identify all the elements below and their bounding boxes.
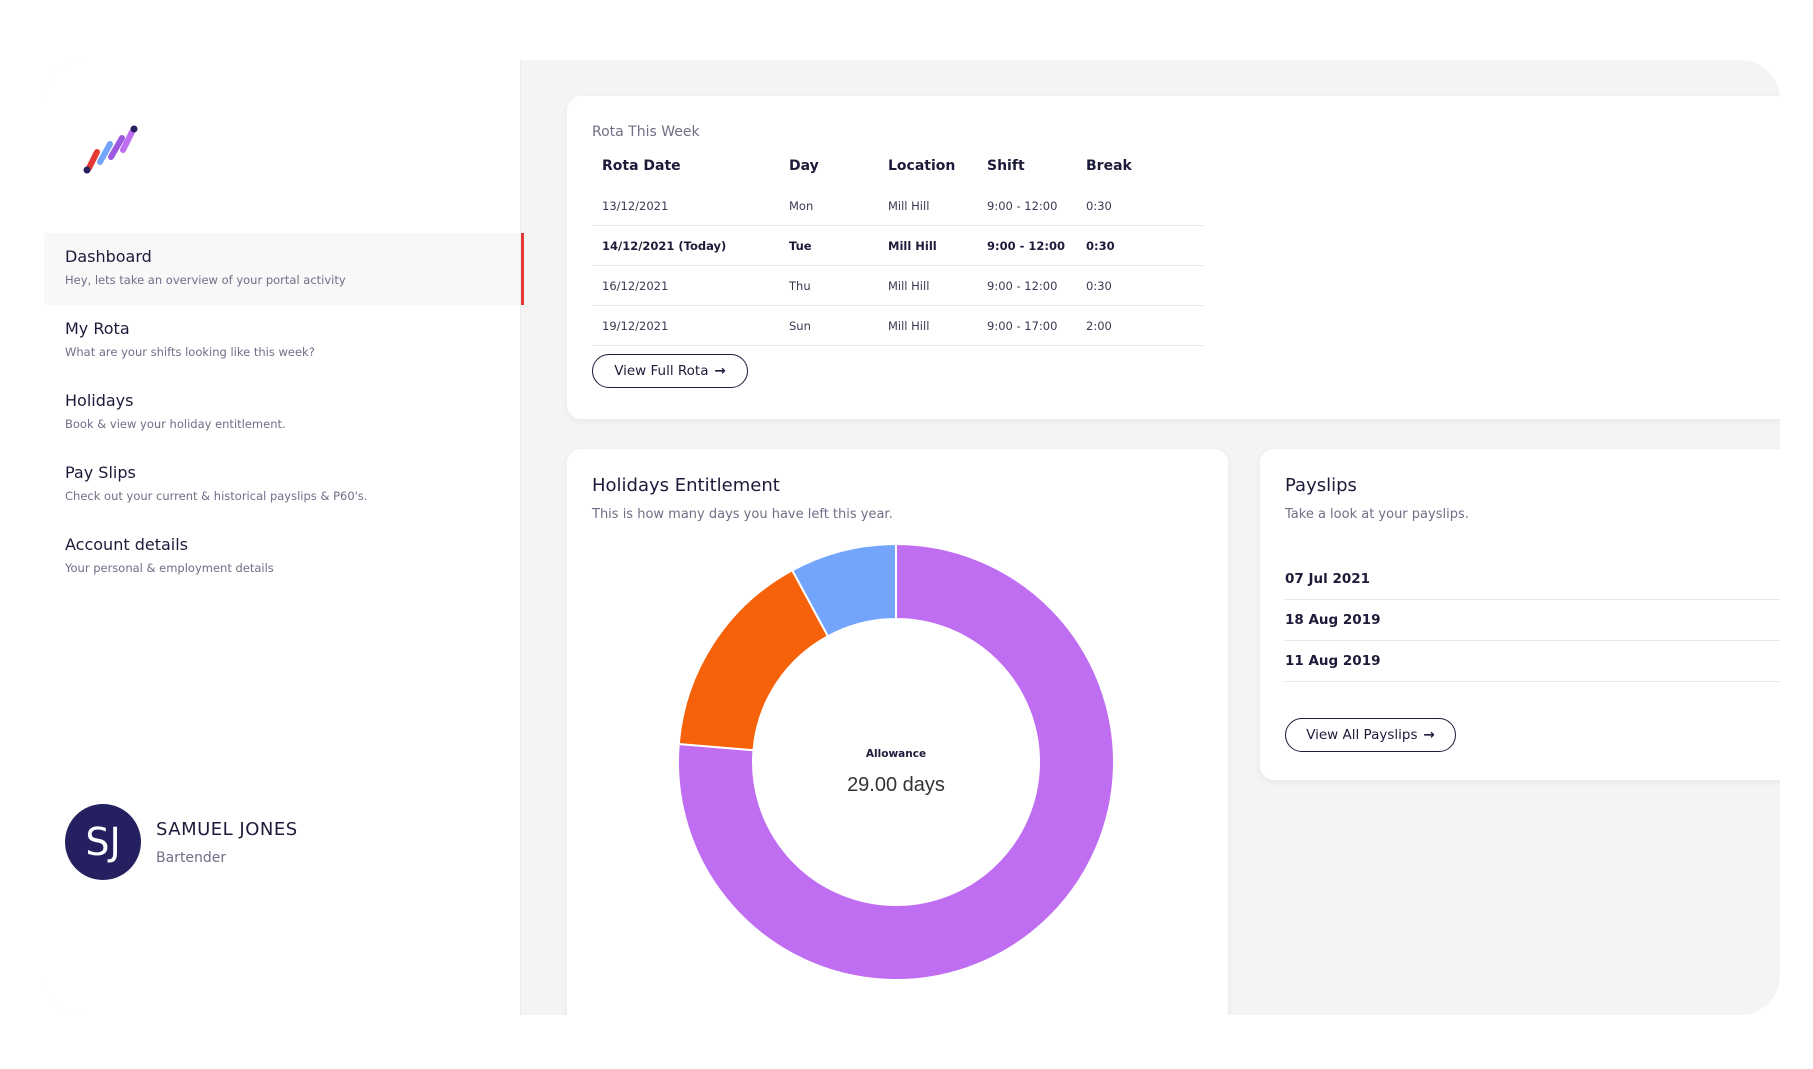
nav-title: Holidays: [65, 391, 134, 410]
donut-center-value: 29.00 days: [847, 774, 945, 796]
sidebar-item-dashboard[interactable]: Dashboard Hey, lets take an overview of …: [44, 233, 524, 305]
cell-location: Mill Hill: [878, 265, 977, 306]
rota-table: Rota Date Day Location Shift Break 13/12…: [592, 146, 1204, 346]
holidays-donut-chart[interactable]: Allowance 29.00 days: [677, 543, 1115, 981]
nav-subtitle: Your personal & employment details: [65, 561, 274, 575]
user-profile[interactable]: SJ SAMUEL JONES Bartender: [65, 804, 298, 880]
payslip-item[interactable]: 07 Jul 2021: [1285, 559, 1780, 600]
cell-day: Sun: [779, 305, 878, 346]
nav-subtitle: Hey, lets take an overview of your porta…: [65, 273, 346, 287]
nav-title: Dashboard: [65, 247, 152, 266]
donut-center-label: Allowance: [866, 748, 926, 760]
cell-shift: 9:00 - 17:00: [977, 305, 1076, 346]
table-row: 19/12/2021 Sun Mill Hill 9:00 - 17:00 2:…: [592, 305, 1204, 346]
cell-location: Mill Hill: [878, 305, 977, 346]
user-name: SAMUEL JONES: [156, 818, 298, 840]
holidays-card: Holidays Entitlement This is how many da…: [567, 449, 1228, 1015]
view-all-payslips-button[interactable]: View All Payslips →: [1285, 718, 1456, 752]
app-window: Dashboard Hey, lets take an overview of …: [44, 60, 1780, 1015]
arrow-right-icon: →: [1423, 727, 1435, 743]
column-header-rota-date: Rota Date: [602, 158, 681, 174]
nav-title: Account details: [65, 535, 188, 554]
column-header-break: Break: [1086, 158, 1132, 174]
cell-location: Mill Hill: [878, 186, 977, 226]
payslips-card-subtitle: Take a look at your payslips.: [1285, 507, 1469, 522]
avatar[interactable]: SJ: [65, 804, 141, 880]
user-info: SAMUEL JONES Bartender: [156, 819, 298, 866]
cell-break: 2:00: [1076, 305, 1204, 346]
sidebar-nav: Dashboard Hey, lets take an overview of …: [44, 233, 524, 593]
button-label: View Full Rota: [614, 363, 709, 379]
cell-location: Mill Hill: [878, 225, 977, 266]
column-header-shift: Shift: [987, 158, 1025, 174]
button-label: View All Payslips: [1306, 727, 1418, 743]
payslips-card-title: Payslips: [1285, 475, 1357, 496]
table-header-row: Rota Date Day Location Shift Break: [592, 146, 1204, 186]
payslip-list: 07 Jul 2021 18 Aug 2019 11 Aug 2019: [1285, 559, 1780, 682]
donut-slice-2[interactable]: [790, 543, 897, 638]
donut-slice-0[interactable]: [677, 543, 1115, 981]
payslips-card: Payslips Take a look at your payslips. 0…: [1260, 449, 1780, 780]
cell-rota-date: 13/12/2021: [592, 186, 779, 226]
payslip-item[interactable]: 11 Aug 2019: [1285, 641, 1780, 682]
cell-shift: 9:00 - 12:00: [977, 225, 1076, 266]
cell-break: 0:30: [1076, 225, 1204, 266]
cell-rota-date: 19/12/2021: [592, 305, 779, 346]
cell-break: 0:30: [1076, 265, 1204, 306]
user-role: Bartender: [156, 849, 227, 866]
sidebar-item-my-rota[interactable]: My Rota What are your shifts looking lik…: [44, 305, 520, 377]
donut-slice-1[interactable]: [677, 568, 830, 752]
table-row: 16/12/2021 Thu Mill Hill 9:00 - 12:00 0:…: [592, 265, 1204, 306]
cell-day: Tue: [779, 225, 878, 266]
table-row: 13/12/2021 Mon Mill Hill 9:00 - 12:00 0:…: [592, 186, 1204, 226]
cell-day: Mon: [779, 186, 878, 226]
column-header-location: Location: [888, 158, 956, 174]
sidebar-item-holidays[interactable]: Holidays Book & view your holiday entitl…: [44, 377, 520, 449]
view-full-rota-button[interactable]: View Full Rota →: [592, 354, 748, 388]
column-header-day: Day: [789, 158, 819, 174]
sidebar: Dashboard Hey, lets take an overview of …: [44, 60, 524, 1015]
nav-subtitle: What are your shifts looking like this w…: [65, 345, 315, 359]
nav-title: Pay Slips: [65, 463, 136, 482]
sidebar-item-pay-slips[interactable]: Pay Slips Check out your current & histo…: [44, 449, 520, 521]
holidays-card-title: Holidays Entitlement: [592, 475, 780, 496]
table-row-today: 14/12/2021 (Today) Tue Mill Hill 9:00 - …: [592, 225, 1204, 266]
cell-rota-date: 14/12/2021 (Today): [592, 225, 779, 266]
holidays-card-subtitle: This is how many days you have left this…: [592, 507, 893, 522]
rota-card: Rota This Week Rota Date Day Location Sh…: [567, 96, 1780, 419]
cell-day: Thu: [779, 265, 878, 306]
nav-subtitle: Check out your current & historical pays…: [65, 489, 368, 503]
brand-logo-icon[interactable]: [80, 122, 140, 174]
cell-break: 0:30: [1076, 186, 1204, 226]
sidebar-item-account-details[interactable]: Account details Your personal & employme…: [44, 521, 520, 593]
payslip-item[interactable]: 18 Aug 2019: [1285, 600, 1780, 641]
cell-shift: 9:00 - 12:00: [977, 265, 1076, 306]
nav-title: My Rota: [65, 319, 130, 338]
nav-subtitle: Book & view your holiday entitlement.: [65, 417, 286, 431]
cell-shift: 9:00 - 12:00: [977, 186, 1076, 226]
cell-rota-date: 16/12/2021: [592, 265, 779, 306]
arrow-right-icon: →: [714, 363, 726, 379]
rota-card-title: Rota This Week: [592, 124, 700, 140]
